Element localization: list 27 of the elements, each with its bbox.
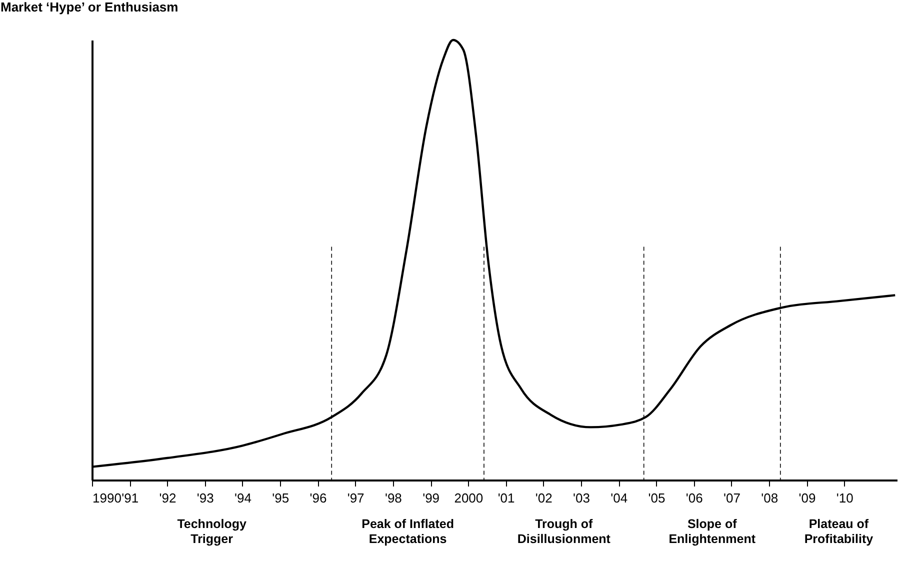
x-tick-label: '99 xyxy=(422,490,440,506)
x-tick-label: '09 xyxy=(798,490,816,506)
x-tick-label: '02 xyxy=(535,490,552,506)
text: Trough of Disillusionment xyxy=(517,517,612,546)
x-tick-label: 2000 xyxy=(454,490,484,506)
x-tick-label: 1990 xyxy=(92,490,122,506)
text: Plateau of Profitability xyxy=(804,517,874,546)
x-tick-label: '94 xyxy=(234,490,252,506)
x-tick-label: '91 xyxy=(122,490,139,506)
text: Slope of Enlightenment xyxy=(668,517,756,546)
x-tick-label: '97 xyxy=(347,490,364,506)
text: Technology Trigger xyxy=(177,517,246,546)
x-tick-label: '04 xyxy=(610,490,628,506)
x-tick-label: '05 xyxy=(648,490,666,506)
x-tick-label: '98 xyxy=(384,490,402,506)
x-tick-label: '96 xyxy=(310,490,327,506)
x-tick-label: '03 xyxy=(573,490,590,506)
x-tick-label: '93 xyxy=(196,490,214,506)
x-tick-label: '08 xyxy=(761,490,778,506)
x-tick-label: '92 xyxy=(159,490,176,506)
x-tick-label: '06 xyxy=(686,490,703,506)
y-axis-title: Market ‘Hype’ or Enthusiasm xyxy=(0,0,178,14)
x-tick-label: '10 xyxy=(836,490,854,506)
x-tick-label: '95 xyxy=(272,490,290,506)
x-tick-label: '01 xyxy=(498,490,515,506)
text: Peak of Inflated Expectations xyxy=(362,517,454,546)
x-tick-label: '07 xyxy=(724,490,740,506)
